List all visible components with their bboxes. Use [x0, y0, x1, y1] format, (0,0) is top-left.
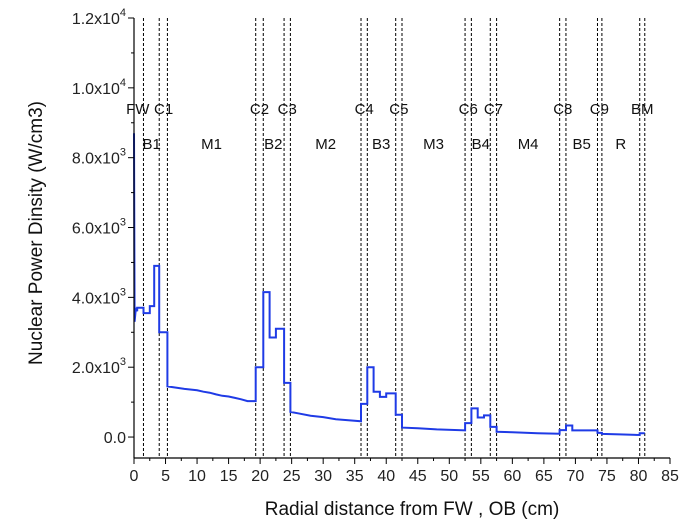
x-tick-label: 20: [251, 468, 269, 485]
region-label: M1: [201, 136, 222, 153]
region-labels: FW C1 C2 C3 C4 C5 C6 C7 C8 C9 BM B1 M1 B2 M2 B3 M3 B4 M4 B5…: [126, 101, 653, 153]
interface-label: FW: [126, 101, 150, 118]
x-tick-label: 25: [283, 468, 301, 485]
y-tick-label: 4.0x103: [72, 286, 126, 307]
interface-label: C1: [154, 101, 173, 118]
region-label: B2: [264, 136, 282, 153]
y-axis-title: Nuclear Power Dinsity (W/cm3): [26, 101, 47, 365]
region-label: M4: [518, 136, 539, 153]
x-tick-label: 55: [472, 468, 490, 485]
x-tick-label: 40: [377, 468, 395, 485]
region-label: B1: [142, 136, 160, 153]
axes: 0 5 10 15 20 25 30 35 40 45 50 55 60 65 70 75 80 85 0.0 2.0…: [72, 7, 679, 485]
x-tick-label: 65: [535, 468, 553, 485]
region-boundaries: [142, 18, 646, 458]
interface-label: BM: [631, 101, 654, 118]
x-tick-label: 85: [661, 468, 679, 485]
region-label: R: [615, 136, 626, 153]
interface-label: C3: [278, 101, 297, 118]
x-tick-label: 80: [630, 468, 648, 485]
region-label: B4: [472, 136, 490, 153]
x-tick-label: 15: [220, 468, 238, 485]
x-tick-label: 5: [161, 468, 170, 485]
interface-label: C9: [590, 101, 609, 118]
x-tick-label: 0: [130, 468, 139, 485]
x-tick-label: 50: [440, 468, 458, 485]
y-tick-label: 0.0: [104, 430, 126, 447]
region-label: M3: [423, 136, 444, 153]
y-tick-label: 8.0x103: [72, 147, 126, 168]
x-tick-label: 75: [598, 468, 616, 485]
power-density-series-line: [133, 133, 645, 437]
x-tick-label: 10: [188, 468, 206, 485]
interface-label: C2: [250, 101, 269, 118]
y-tick-label: 2.0x103: [72, 356, 126, 377]
interface-label: C7: [484, 101, 503, 118]
x-axis-title: Radial distance from FW , OB (cm): [265, 499, 560, 520]
interface-label: C5: [389, 101, 408, 118]
x-tick-label: 60: [503, 468, 521, 485]
region-label: B5: [573, 136, 591, 153]
y-tick-label: 1.2x104: [72, 7, 126, 28]
interface-label: C4: [355, 101, 374, 118]
y-tick-label: 6.0x103: [72, 217, 126, 238]
x-tick-label: 70: [567, 468, 585, 485]
interface-label: C8: [553, 101, 572, 118]
x-tick-label: 30: [314, 468, 332, 485]
interface-label: C6: [459, 101, 478, 118]
y-tick-label: 1.0x104: [72, 77, 126, 98]
region-label: B3: [372, 136, 390, 153]
series-layer: [133, 133, 645, 437]
x-tick-label: 35: [346, 468, 364, 485]
x-tick-label: 45: [409, 468, 427, 485]
region-label: M2: [315, 136, 336, 153]
